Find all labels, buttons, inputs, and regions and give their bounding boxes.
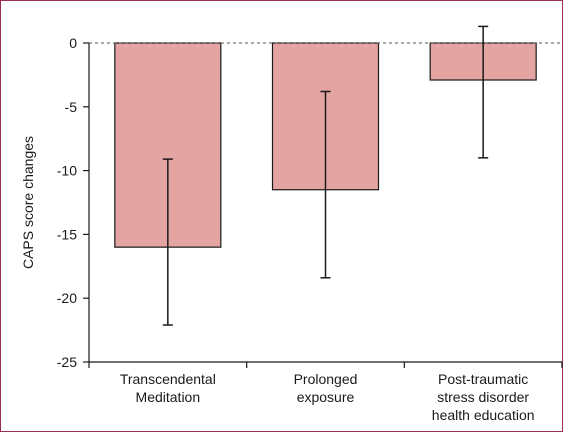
y-tick-label: 0	[69, 35, 77, 51]
y-tick-label: -5	[65, 99, 78, 115]
y-tick-label: -15	[57, 226, 77, 242]
error-bars	[162, 25, 489, 326]
error-bar	[478, 25, 489, 159]
y-tick-label: -25	[57, 354, 77, 370]
x-axis-labels: Transcendental Meditation Prolonged exposur…	[88, 362, 563, 423]
x-category-label: Post-traumatic stress disorder health educ…	[432, 371, 535, 423]
x-category-label: Prolonged exposure	[294, 371, 358, 405]
y-axis-ticks: 0 -5 -10 -15 -20 -25	[57, 35, 89, 370]
y-tick-label: -10	[57, 163, 77, 179]
y-axis-label: CAPS score changes	[20, 136, 36, 269]
y-tick-label: -20	[57, 290, 77, 306]
x-category-label: Transcendental Meditation	[120, 371, 216, 405]
error-bar	[320, 90, 331, 279]
error-bar	[162, 158, 173, 326]
